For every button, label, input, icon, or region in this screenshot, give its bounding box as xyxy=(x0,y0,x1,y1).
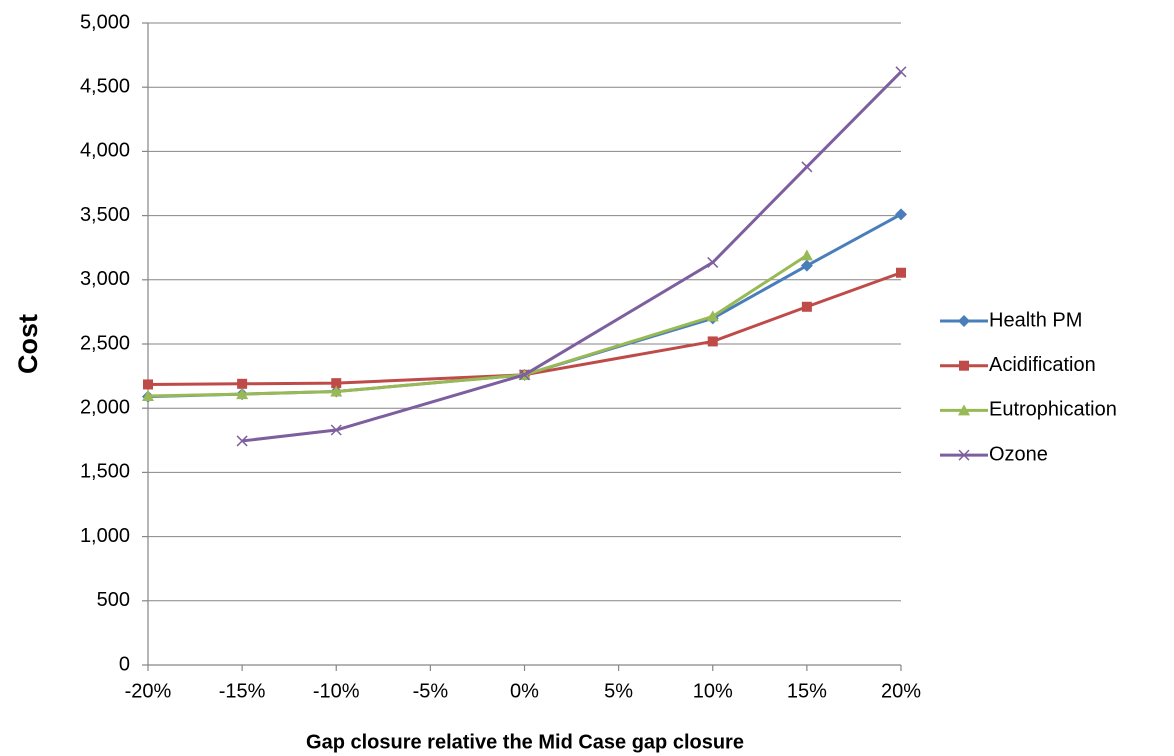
point xyxy=(801,301,812,312)
x-tick-label: -10% xyxy=(313,680,360,702)
legend-label: Ozone xyxy=(989,443,1048,465)
point xyxy=(330,424,342,436)
point xyxy=(895,208,907,221)
x-tick-label: 15% xyxy=(787,680,827,702)
series-line xyxy=(147,271,902,386)
y-tick-label: 500 xyxy=(97,589,130,611)
y-tick-label: 1,500 xyxy=(80,461,130,483)
y-tick-label: 4,500 xyxy=(80,75,130,97)
y-tick-label: 0 xyxy=(119,653,130,675)
point xyxy=(800,259,813,272)
y-axis-title: Cost xyxy=(13,314,43,374)
point xyxy=(237,378,248,389)
x-tick-label: 0% xyxy=(510,680,539,702)
y-tick-label: 4,000 xyxy=(80,140,130,162)
point xyxy=(707,336,718,347)
legend-marker xyxy=(958,449,970,461)
y-tick-label: 3,500 xyxy=(80,204,130,226)
point xyxy=(142,390,154,402)
x-tick-label: 5% xyxy=(604,680,633,702)
point xyxy=(707,256,719,268)
point xyxy=(706,310,719,322)
point xyxy=(801,161,813,173)
point xyxy=(895,66,907,78)
y-tick-label: 1,000 xyxy=(80,525,130,547)
point xyxy=(143,379,153,390)
legend-marker xyxy=(958,404,970,416)
y-tick-label: 5,000 xyxy=(80,11,130,33)
point xyxy=(896,267,906,278)
legend-label: Health PM xyxy=(989,309,1082,331)
legend-label: Eutrophication xyxy=(989,399,1117,421)
x-axis-title: Gap closure relative the Mid Case gap cl… xyxy=(306,731,744,753)
series-line xyxy=(241,70,903,443)
legend-marker xyxy=(959,360,969,371)
legend-marker xyxy=(958,315,970,327)
point xyxy=(330,385,343,397)
y-tick-label: 2,000 xyxy=(80,396,130,418)
x-tick-label: -15% xyxy=(219,680,266,702)
x-tick-label: 20% xyxy=(881,680,921,702)
point xyxy=(236,435,248,447)
x-tick-label: 10% xyxy=(693,680,733,702)
x-tick-label: -20% xyxy=(125,680,172,702)
y-tick-label: 3,000 xyxy=(80,268,130,290)
x-tick-label: -5% xyxy=(413,680,449,702)
point xyxy=(518,369,531,381)
series-line xyxy=(147,254,808,398)
legend-label: Acidification xyxy=(989,354,1096,376)
point xyxy=(236,388,249,400)
point xyxy=(800,249,813,261)
point xyxy=(331,378,342,389)
y-tick-label: 2,500 xyxy=(80,332,130,354)
